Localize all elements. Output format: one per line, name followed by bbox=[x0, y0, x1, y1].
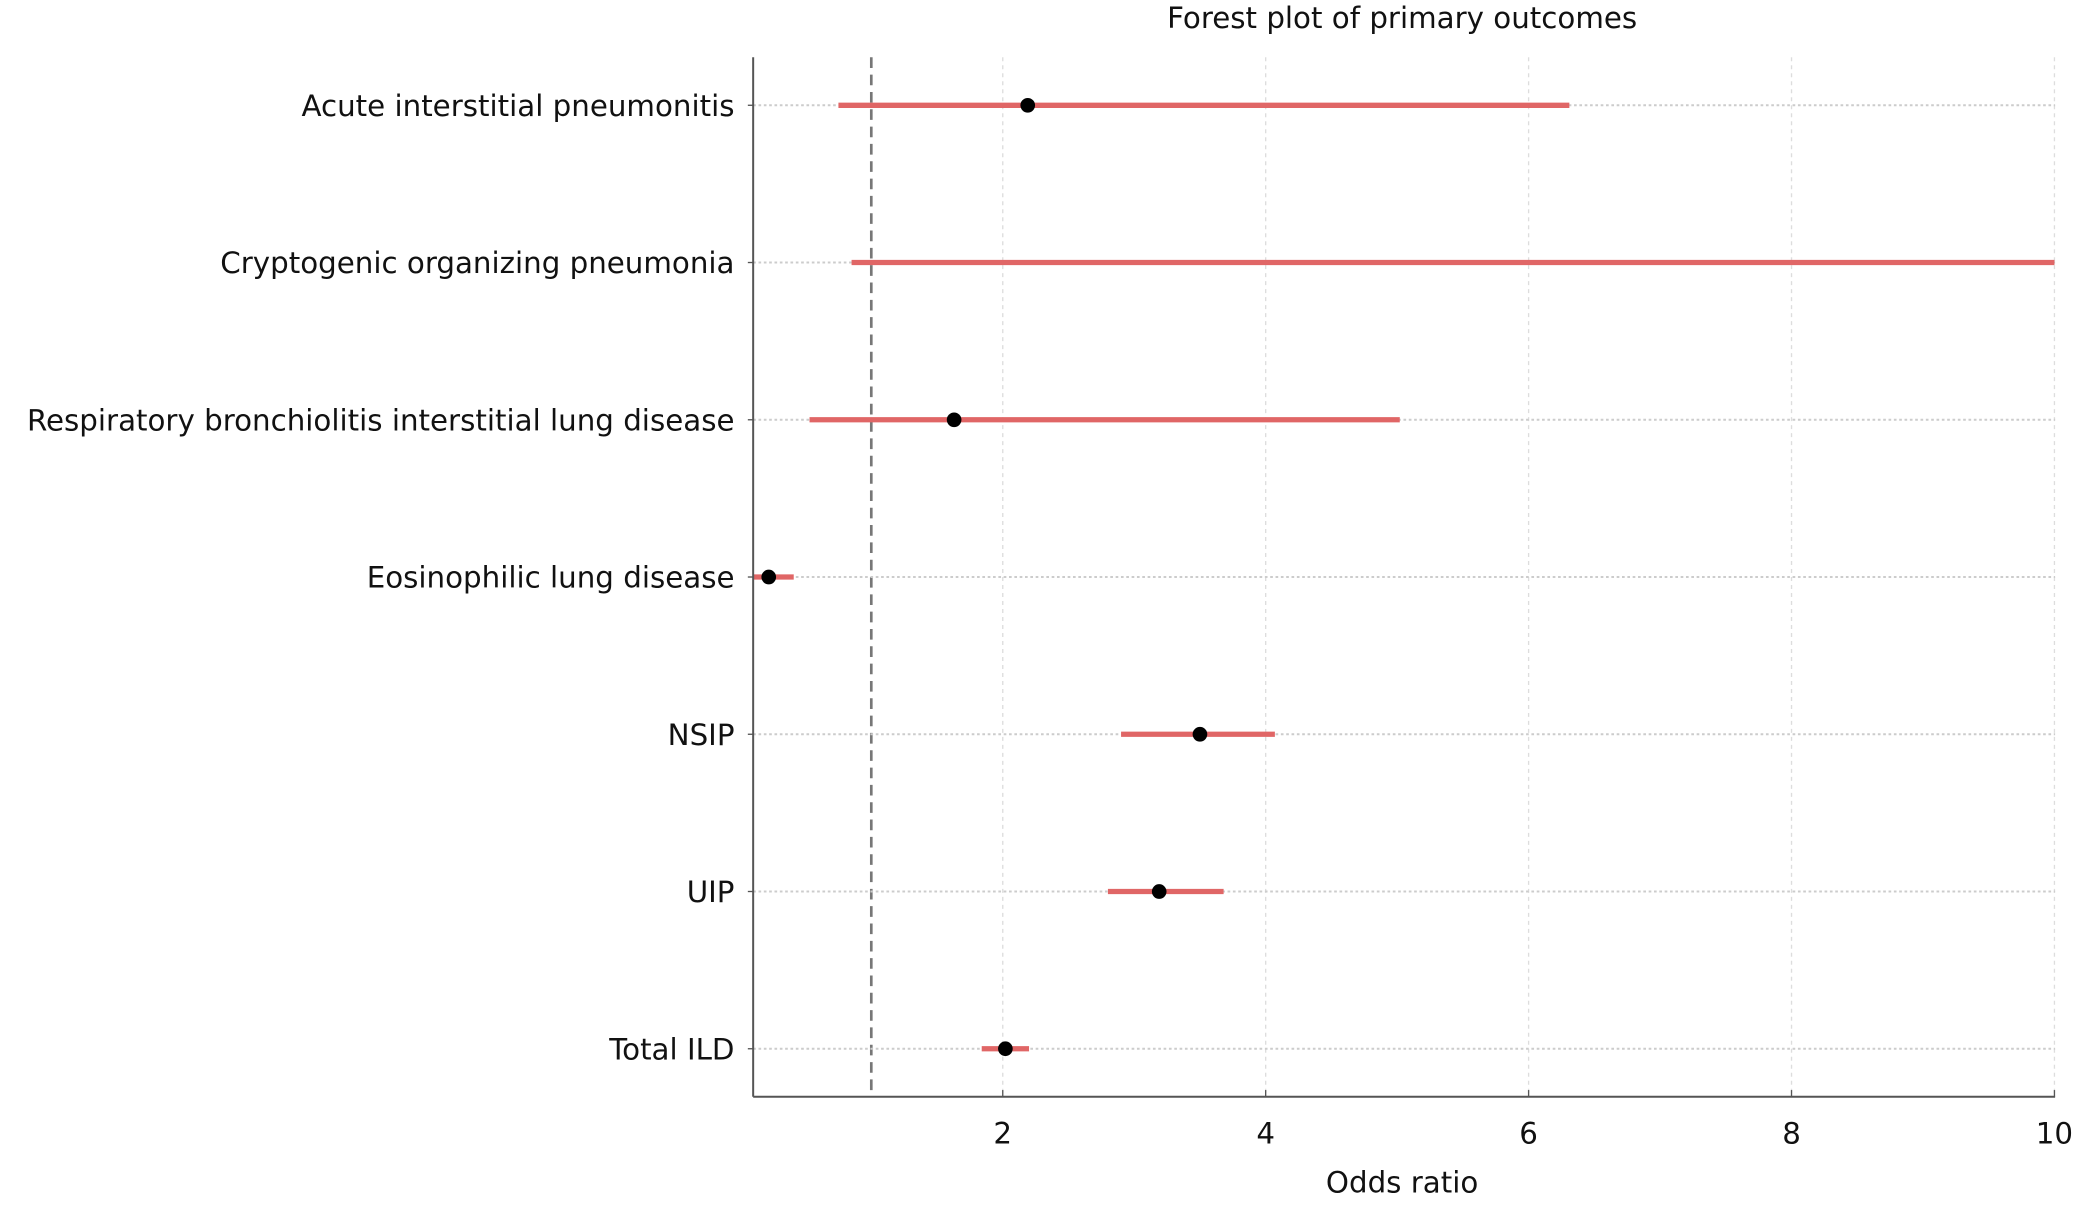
point-estimate bbox=[1020, 97, 1036, 113]
forest-row: Eosinophilic lung disease bbox=[367, 561, 2056, 595]
tick-label: 8 bbox=[1782, 1116, 1801, 1150]
row-label: Eosinophilic lung disease bbox=[367, 561, 735, 595]
rows: Acute interstitial pneumonitis Cryptogeni… bbox=[27, 89, 2056, 1066]
row-label: Acute interstitial pneumonitis bbox=[301, 89, 734, 123]
tick-label: 2 bbox=[993, 1116, 1012, 1150]
row-label: Total ILD bbox=[608, 1032, 734, 1066]
forest-row: Total ILD bbox=[608, 1032, 2056, 1066]
forest-row: Respiratory bronchiolitis interstitial l… bbox=[27, 403, 2056, 437]
x-ticks: 2 4 6 8 10 bbox=[993, 1090, 2073, 1150]
row-label: NSIP bbox=[668, 718, 735, 752]
x-axis-label: Odds ratio bbox=[1326, 1166, 1478, 1200]
forest-row: Cryptogenic organizing pneumonia bbox=[220, 246, 2056, 280]
point-estimate bbox=[946, 412, 962, 428]
row-label: Respiratory bronchiolitis interstitial l… bbox=[27, 403, 735, 437]
tick-label: 4 bbox=[1256, 1116, 1275, 1150]
row-label: UIP bbox=[687, 875, 735, 909]
forest-row: Acute interstitial pneumonitis bbox=[301, 89, 2056, 123]
point-estimate bbox=[998, 1041, 1013, 1057]
tick-label: 6 bbox=[1519, 1116, 1538, 1150]
point-estimate bbox=[1192, 726, 1208, 742]
tick-label: 10 bbox=[2036, 1116, 2073, 1150]
point-estimate bbox=[1151, 884, 1167, 899]
chart-title: Forest plot of primary outcomes bbox=[1167, 1, 1637, 35]
forest-row: NSIP bbox=[668, 718, 2056, 752]
row-label: Cryptogenic organizing pneumonia bbox=[220, 246, 734, 280]
point-estimate bbox=[761, 569, 777, 585]
forest-row: UIP bbox=[687, 875, 2056, 909]
